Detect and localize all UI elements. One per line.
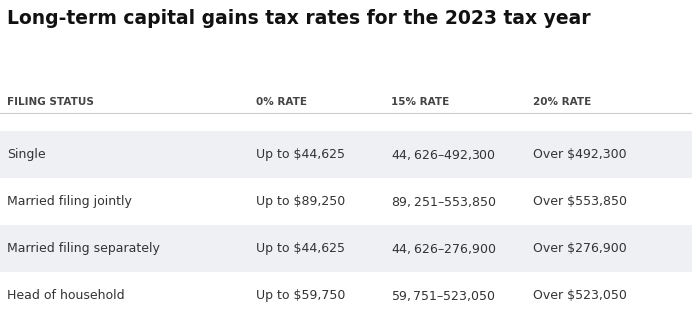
Text: Married filing jointly: Married filing jointly bbox=[7, 195, 131, 208]
Text: 15% RATE: 15% RATE bbox=[391, 97, 449, 107]
Text: $89,251 – $553,850: $89,251 – $553,850 bbox=[391, 195, 496, 209]
Text: Married filing separately: Married filing separately bbox=[7, 242, 160, 255]
Text: $44,626 – $276,900: $44,626 – $276,900 bbox=[391, 242, 496, 256]
Text: 0% RATE: 0% RATE bbox=[256, 97, 307, 107]
FancyBboxPatch shape bbox=[0, 225, 692, 272]
Text: Single: Single bbox=[7, 148, 46, 161]
Text: Over $553,850: Over $553,850 bbox=[533, 195, 627, 208]
Text: FILING STATUS: FILING STATUS bbox=[7, 97, 94, 107]
Text: Long-term capital gains tax rates for the 2023 tax year: Long-term capital gains tax rates for th… bbox=[7, 9, 590, 28]
Text: 20% RATE: 20% RATE bbox=[533, 97, 591, 107]
Text: Up to $89,250: Up to $89,250 bbox=[256, 195, 345, 208]
Text: $59,751 – $523,050: $59,751 – $523,050 bbox=[391, 289, 495, 303]
Text: Over $492,300: Over $492,300 bbox=[533, 148, 626, 161]
Text: Up to $44,625: Up to $44,625 bbox=[256, 148, 345, 161]
Text: Over $523,050: Over $523,050 bbox=[533, 289, 627, 302]
Text: Up to $44,625: Up to $44,625 bbox=[256, 242, 345, 255]
Text: Up to $59,750: Up to $59,750 bbox=[256, 289, 345, 302]
Text: Head of household: Head of household bbox=[7, 289, 125, 302]
Text: Over $276,900: Over $276,900 bbox=[533, 242, 626, 255]
Text: $44,626 – $492,300: $44,626 – $492,300 bbox=[391, 148, 496, 162]
FancyBboxPatch shape bbox=[0, 131, 692, 178]
